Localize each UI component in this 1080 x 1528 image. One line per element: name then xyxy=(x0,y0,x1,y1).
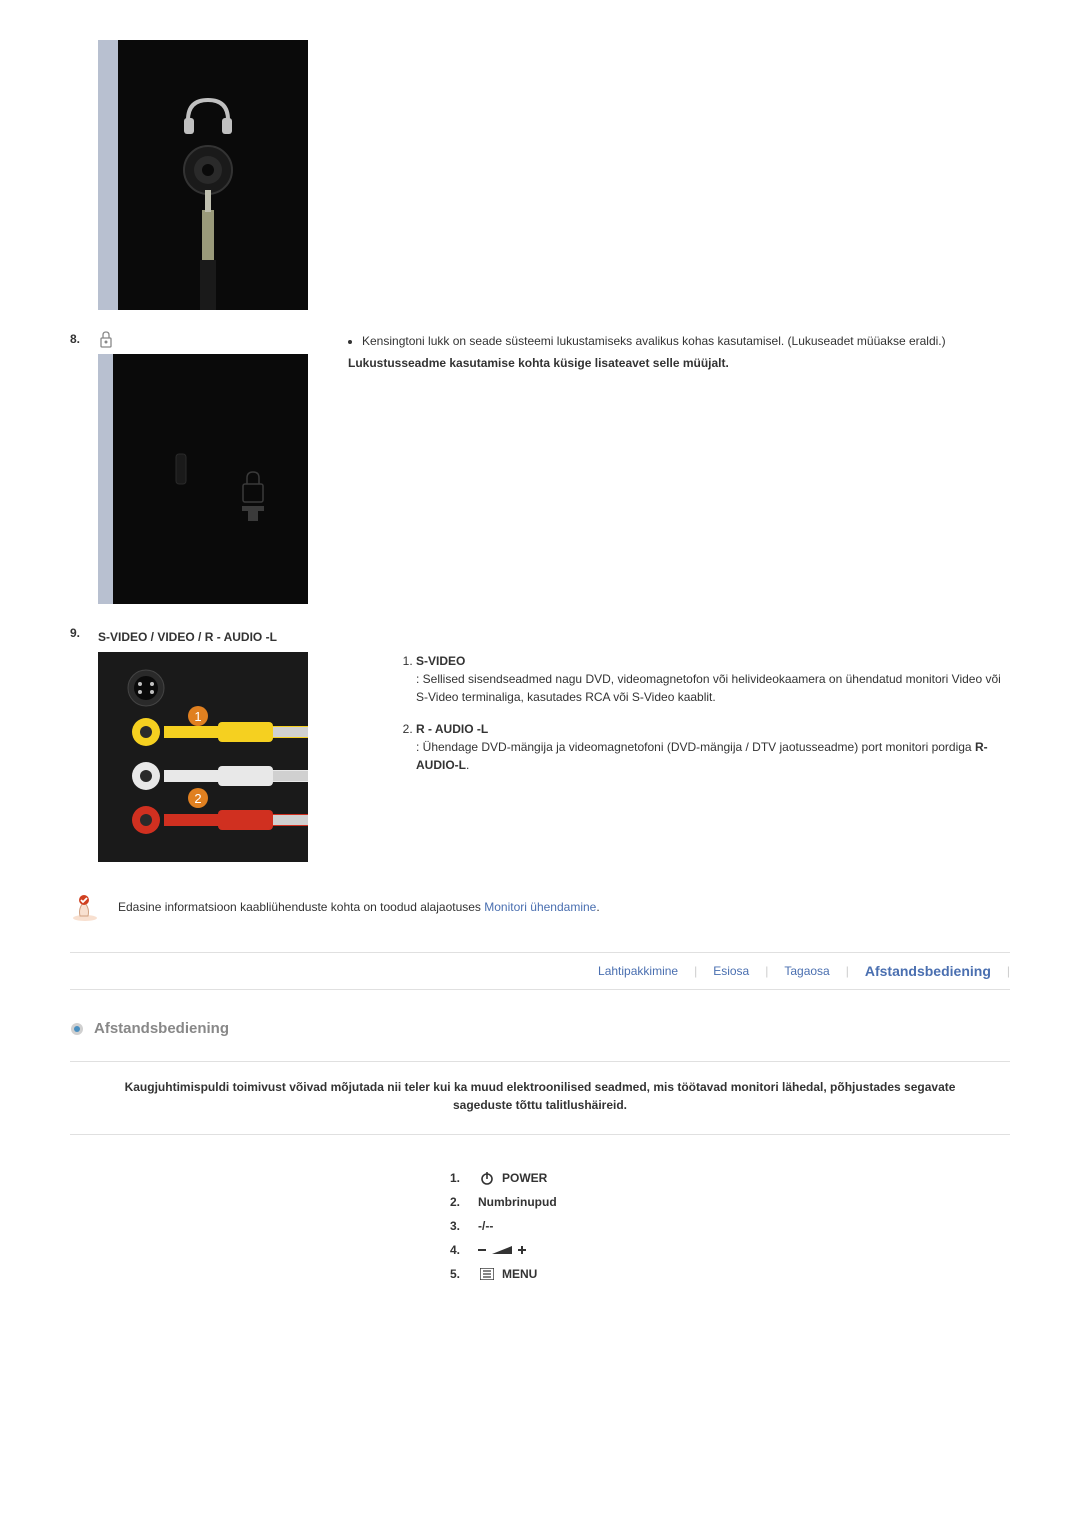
svg-text:2: 2 xyxy=(194,791,201,806)
item9-row: 9. S-VIDEO / VIDEO / R - AUDIO -L 1 xyxy=(70,624,1010,862)
warning-text: Kaugjuhtimispuldi toimivust võivad mõjut… xyxy=(70,1078,1010,1114)
spacer xyxy=(70,40,98,42)
item9-title: S-VIDEO / VIDEO / R - AUDIO -L xyxy=(98,630,388,644)
remote-item-3: 3. -/-- xyxy=(450,1219,557,1233)
svg-text:1: 1 xyxy=(194,709,201,724)
remote-item-2: 2. Numbrinupud xyxy=(450,1195,557,1209)
hr xyxy=(70,1061,1010,1062)
remote-num: 2. xyxy=(450,1195,478,1209)
remote-label: Numbrinupud xyxy=(478,1195,557,1209)
tab-esiosa[interactable]: Esiosa xyxy=(697,964,765,978)
info-text: Edasine informatsioon kaabliühenduste ko… xyxy=(118,892,1010,916)
remote-item-4: 4. xyxy=(450,1243,557,1257)
item8-photo1-row xyxy=(70,40,1010,310)
item9-sub1: S-VIDEO : Sellised sisendseadmed nagu DV… xyxy=(416,652,1010,706)
volume-icon xyxy=(478,1243,528,1257)
bullet-icon xyxy=(70,1022,84,1036)
remote-label: POWER xyxy=(502,1171,547,1185)
item9-sub2-label: R - AUDIO -L xyxy=(416,722,488,736)
item8-icon-and-photo xyxy=(98,330,308,604)
info-text-b: . xyxy=(596,900,599,914)
remote-num: 5. xyxy=(450,1267,478,1281)
item9-sub1-text: : Sellised sisendseadmed nagu DVD, video… xyxy=(416,672,1001,704)
remote-num: 4. xyxy=(450,1243,478,1257)
power-icon xyxy=(478,1171,496,1185)
info-row: Edasine informatsioon kaabliühenduste ko… xyxy=(70,892,1010,922)
item8-photo1 xyxy=(98,40,308,310)
tab-sep: | xyxy=(1007,964,1010,978)
item9-number: 9. xyxy=(70,624,98,640)
tabs: Lahtipakkimine | Esiosa | Tagaosa | Afst… xyxy=(70,952,1010,990)
info-text-a: Edasine informatsioon kaabliühenduste ko… xyxy=(118,900,484,914)
item9-sub2-text-c: . xyxy=(466,758,469,772)
item8-bold: Lukustusseadme kasutamise kohta küsige l… xyxy=(348,354,1010,372)
item8-number: 8. xyxy=(70,330,98,346)
kensington-lock-icon xyxy=(98,330,114,350)
remote-list: 1. POWER 2. Numbrinupud 3. -/-- 4. xyxy=(450,1171,557,1291)
item9-left: S-VIDEO / VIDEO / R - AUDIO -L 1 xyxy=(98,624,388,862)
item8-row: 8. Kensingtoni lukk on seade süsteemi lu… xyxy=(70,330,1010,604)
item9-sub2-text-a: : Ühendage DVD-mängija ja videomagnetofo… xyxy=(416,740,975,754)
item9-sub1-label: S-VIDEO xyxy=(416,654,465,668)
remote-num: 1. xyxy=(450,1171,478,1185)
sub-heading-row: Afstandsbediening xyxy=(70,1020,1010,1037)
spacer xyxy=(70,1171,450,1291)
info-link[interactable]: Monitori ühendamine xyxy=(484,900,596,914)
hr xyxy=(70,1134,1010,1135)
spacer xyxy=(308,40,1010,42)
tab-lahtipakkimine[interactable]: Lahtipakkimine xyxy=(582,964,694,978)
remote-item-1: 1. POWER xyxy=(450,1171,557,1185)
remote-list-wrap: 1. POWER 2. Numbrinupud 3. -/-- 4. xyxy=(70,1171,1010,1291)
remote-num: 3. xyxy=(450,1219,478,1233)
remote-label: MENU xyxy=(502,1267,537,1281)
remote-item-5: 5. MENU xyxy=(450,1267,557,1281)
remote-label: -/-- xyxy=(478,1219,493,1233)
item8-bullet: Kensingtoni lukk on seade süsteemi lukus… xyxy=(362,332,1010,350)
item8-desc: Kensingtoni lukk on seade süsteemi lukus… xyxy=(308,330,1010,372)
info-icon xyxy=(70,892,100,922)
item9-desc: S-VIDEO : Sellised sisendseadmed nagu DV… xyxy=(388,624,1010,788)
sub-heading: Afstandsbediening xyxy=(94,1020,229,1037)
tab-tagaosa[interactable]: Tagaosa xyxy=(768,964,845,978)
item9-sub2: R - AUDIO -L : Ühendage DVD-mängija ja v… xyxy=(416,720,1010,774)
menu-icon xyxy=(478,1267,496,1281)
tab-afstandsbediening[interactable]: Afstandsbediening xyxy=(849,963,1007,979)
